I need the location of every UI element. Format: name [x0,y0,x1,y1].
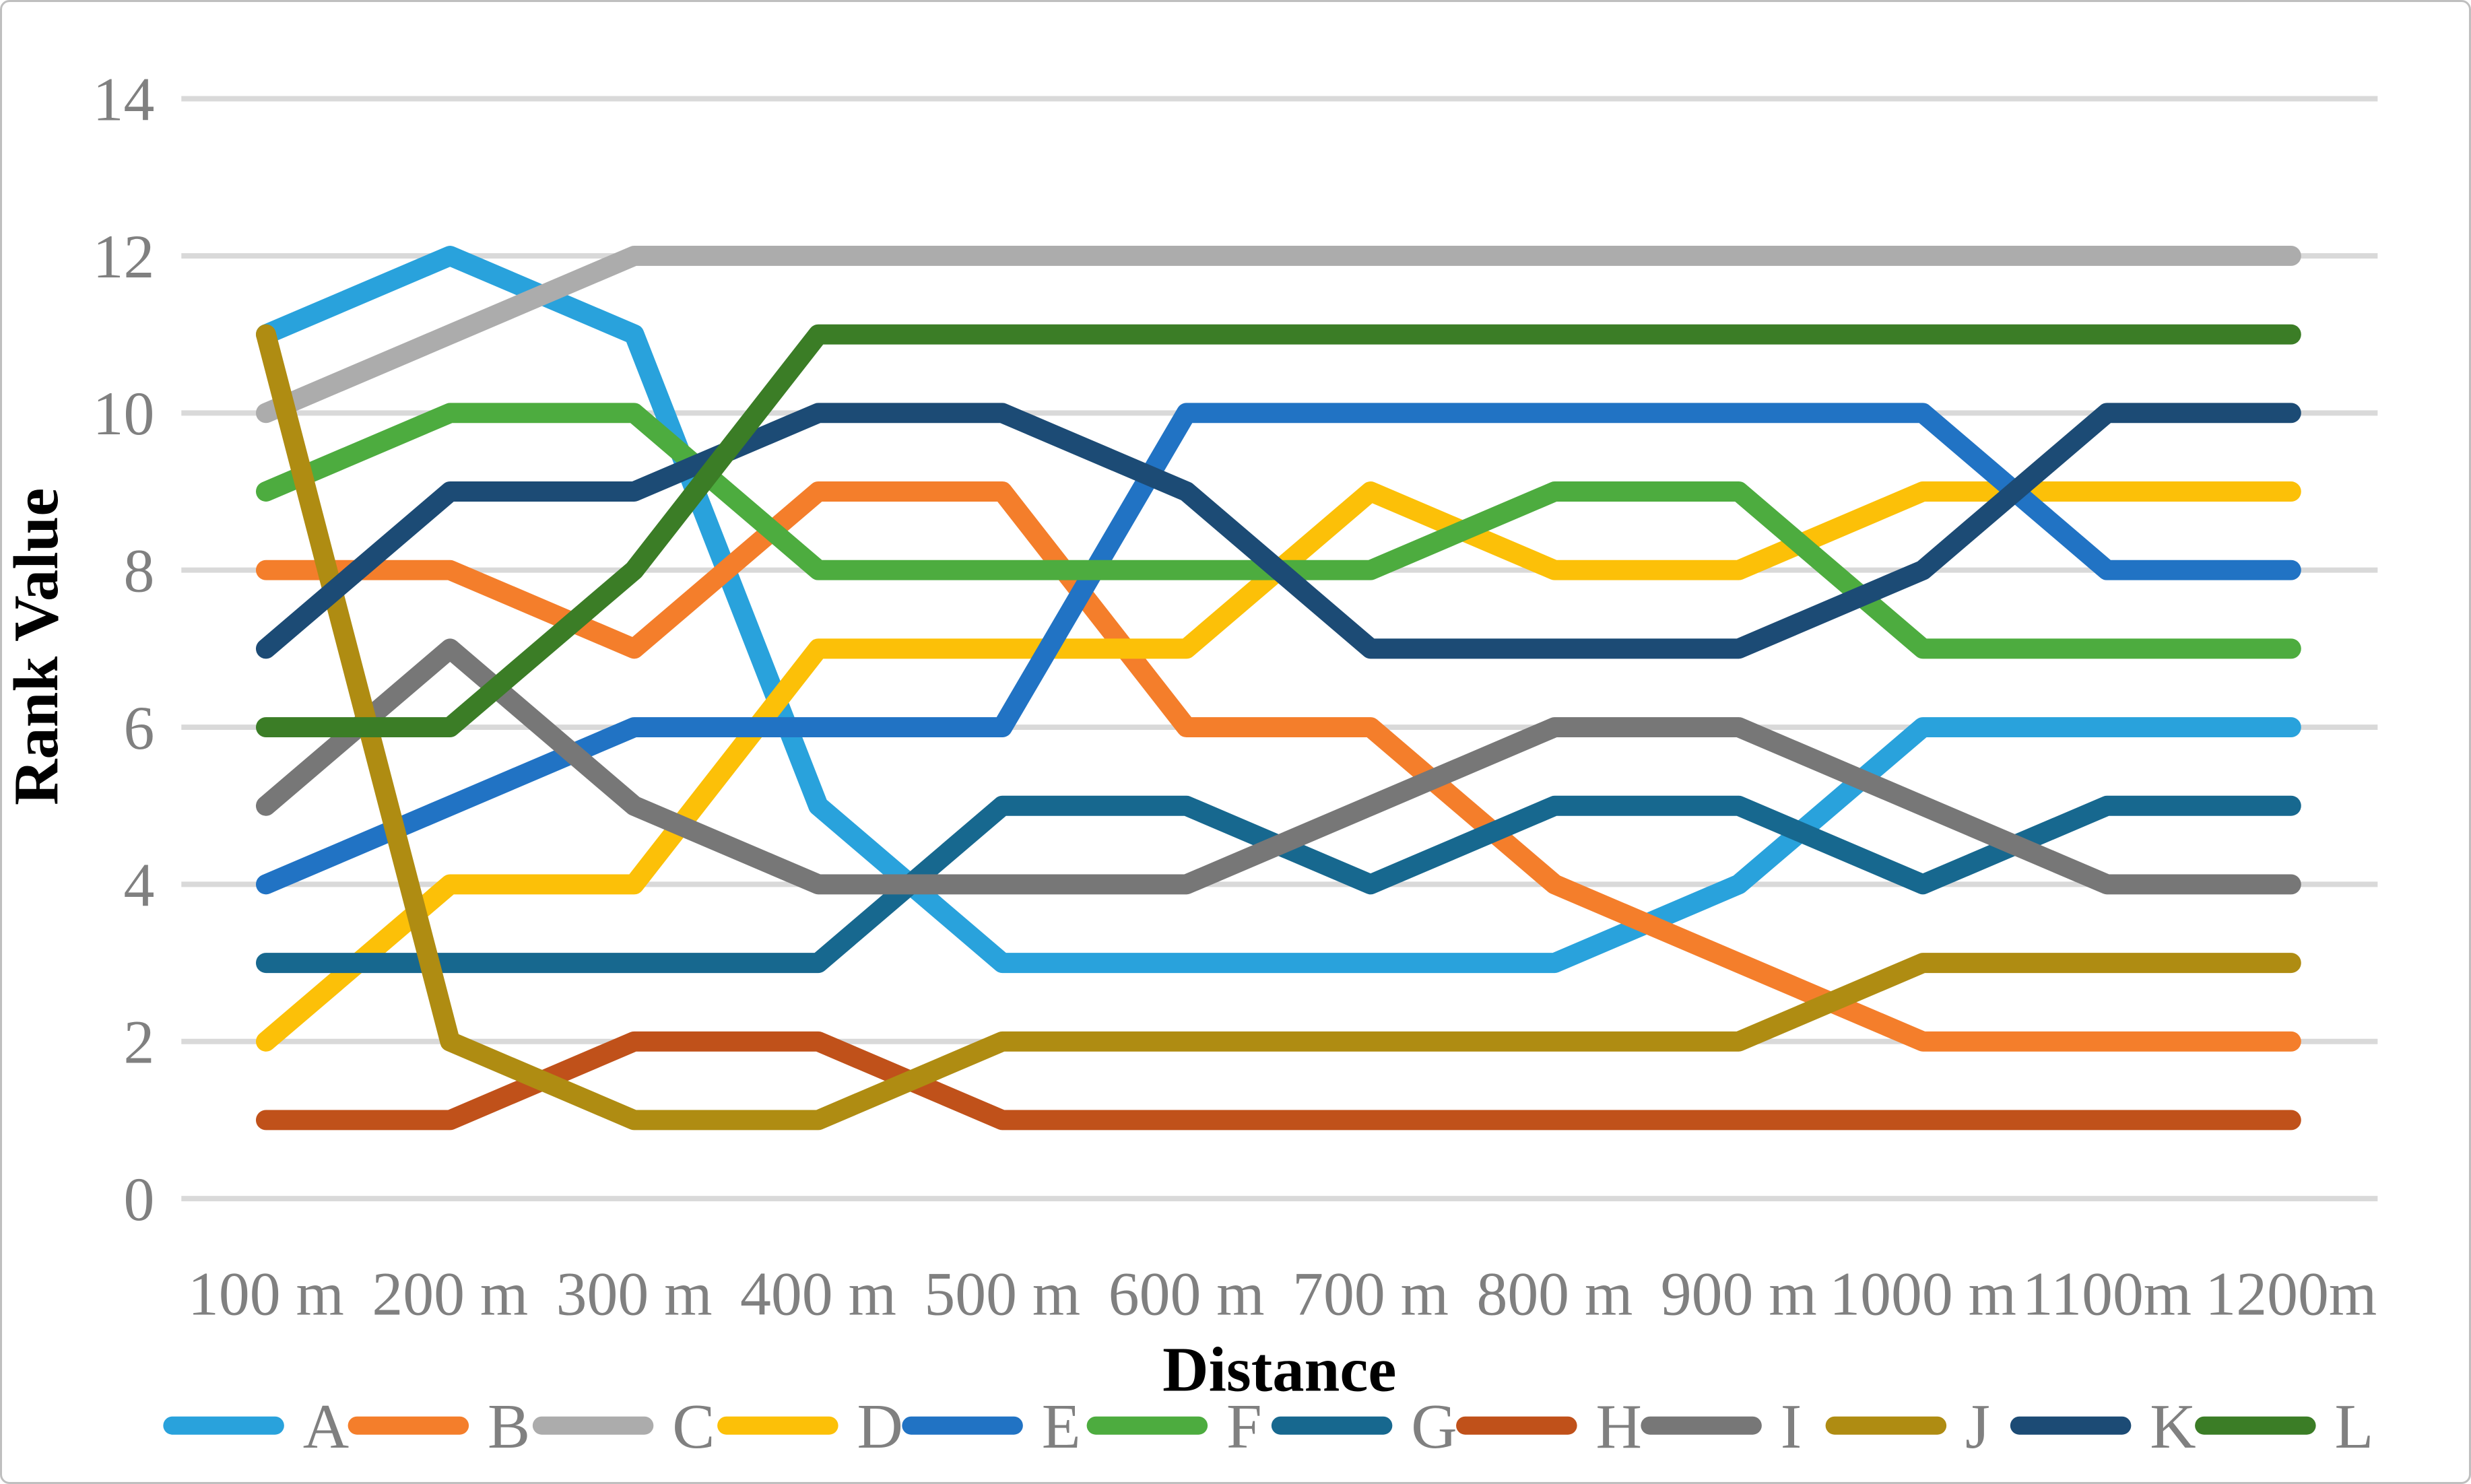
x-tick-label: 1200m [2205,1260,2377,1328]
y-tick-label: 6 [124,694,155,762]
x-tick-label: 600 m [1109,1260,1265,1328]
x-tick-label: 400 m [740,1260,896,1328]
legend-label-J: J [1965,1392,1990,1462]
legend-group: A B C D E F G H I J K L [163,1392,2373,1462]
series-lines-group [255,246,2301,1131]
legend-swatch-E [902,1416,1023,1435]
series-line-L [255,324,2301,738]
x-tick-label: 300 m [556,1260,713,1328]
legend-label-D: D [857,1392,903,1462]
x-axis-title: Distance [1162,1335,1396,1405]
legend-swatch-A [163,1416,284,1435]
legend-swatch-D [717,1416,838,1435]
y-axis-title: Rank Value [2,488,71,805]
legend-label-L: L [2335,1392,2374,1462]
series-line-J [255,324,2301,1131]
legend-label-E: E [1042,1392,1081,1462]
series-line-H [255,1031,2301,1131]
legend-swatch-C [532,1416,654,1435]
legend-swatch-K [2010,1416,2132,1435]
legend-swatch-G [1271,1416,1393,1435]
y-tick-label: 14 [93,65,155,134]
series-line-K [255,403,2301,659]
legend-label-A: A [303,1392,349,1462]
x-tick-label: 800 m [1476,1260,1633,1328]
series-line-E [255,403,2301,895]
x-tick-label: 900 m [1661,1260,1817,1328]
series-line-C [255,246,2301,424]
y-tick-label: 12 [93,222,155,291]
legend-swatch-F [1086,1416,1208,1435]
legend-swatch-B [348,1416,469,1435]
legend-swatch-I [1641,1416,1762,1435]
legend-label-H: H [1596,1392,1642,1462]
legend-label-C: C [672,1392,715,1462]
legend-label-I: I [1781,1392,1802,1462]
legend-label-K: K [2150,1392,2196,1462]
x-tick-label: 200 m [372,1260,528,1328]
series-line-A [255,246,2301,974]
legend-swatch-J [1825,1416,1947,1435]
x-tick-label: 1000 m [1829,1260,2016,1328]
legend-swatch-L [2195,1416,2316,1435]
legend-label-G: G [1411,1392,1457,1462]
x-tick-label: 100 m [188,1260,344,1328]
y-tick-label: 0 [124,1165,155,1234]
y-tick-label: 2 [124,1008,155,1077]
x-tick-label: 1100m [2022,1260,2192,1328]
y-tick-label: 10 [93,379,155,448]
y-axis-tick-labels: 0 2 4 6 8 10 12 14 [93,65,155,1234]
y-tick-label: 8 [124,537,155,605]
series-line-I [255,638,2301,895]
x-axis-tick-labels: 100 m 200 m 300 m 400 m 500 m 600 m 700 m 800 m… [188,1260,2377,1328]
legend-swatch-H [1456,1416,1577,1435]
series-line-B [255,481,2301,1052]
legend-label-B: B [488,1392,530,1462]
legend-label-F: F [1226,1392,1262,1462]
x-tick-label: 500 m [924,1260,1080,1328]
x-tick-label: 700 m [1292,1260,1449,1328]
y-tick-label: 4 [124,850,155,919]
